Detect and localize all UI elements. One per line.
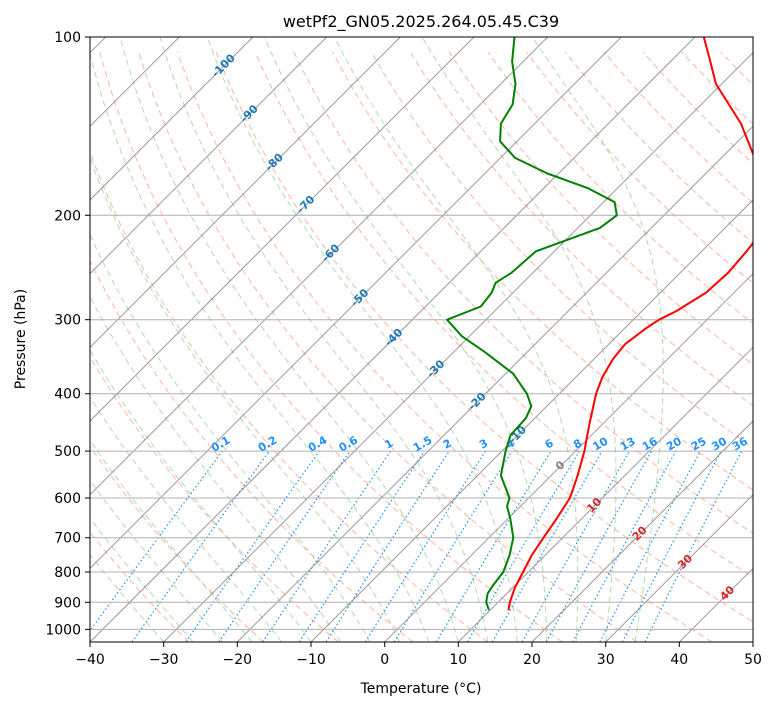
dry-adiabat [409, 51, 753, 407]
x-tick-label: 20 [523, 652, 541, 668]
y-tick-label: 200 [54, 208, 81, 224]
dry-adiabats [90, 51, 753, 642]
y-tick-label: 300 [54, 313, 81, 329]
isotherm [90, 37, 475, 422]
x-tick-label: 10 [449, 652, 467, 668]
dry-adiabat [448, 51, 753, 366]
y-tick-label: 1000 [45, 622, 81, 638]
plot-frame [89, 36, 754, 643]
dry-adiabat [370, 51, 753, 449]
y-tick-label: 900 [54, 595, 81, 611]
moist-adiabat [90, 396, 282, 642]
y-tick-label: 400 [54, 387, 81, 403]
dry-adiabat [90, 150, 488, 642]
isotherm [310, 199, 753, 642]
dewpoint-profile [446, 37, 618, 611]
isotherm [90, 37, 696, 642]
mixing-ratio-line [325, 450, 450, 642]
mixing-ratio-line [262, 450, 392, 642]
isotherm [457, 346, 753, 642]
mixing-ratio-line [185, 450, 320, 642]
isotherm-lines [90, 37, 753, 642]
mixing-ratio-line [572, 450, 677, 642]
y-tick-label: 700 [54, 531, 81, 547]
dry-adiabat [332, 51, 753, 491]
isotherm [236, 125, 753, 642]
y-axis: 100 200 300 400 500 600 700 800 900 1000 [45, 30, 90, 638]
isotherm [90, 37, 401, 349]
background-grid [90, 37, 753, 642]
zero-isotherm [384, 272, 753, 642]
mixing-ratio-line [545, 450, 653, 642]
mixing-ratio-line [644, 450, 743, 642]
isotherm [90, 37, 622, 570]
dry-adiabat [176, 51, 712, 642]
dry-adiabat [293, 51, 753, 534]
moist-adiabat [206, 37, 518, 642]
dry-adiabat [138, 51, 638, 642]
x-tick-label: 0 [380, 652, 389, 668]
x-tick-label: 40 [670, 652, 688, 668]
x-axis: −40 −30 −20 −10 0 10 20 30 40 50 [75, 642, 762, 668]
moist-adiabat [90, 233, 371, 642]
mixing-ratio-line [521, 450, 631, 642]
dry-adiabat [90, 445, 264, 642]
dry-adiabat [487, 51, 753, 325]
isotherm [605, 493, 753, 642]
mixing-ratio-lines [90, 450, 743, 642]
mixing-ratio-line [90, 450, 223, 632]
mixing-ratio-line [131, 450, 270, 642]
moist-adiabat [90, 479, 223, 642]
moist-adiabat [159, 37, 489, 642]
y-tick-label: 500 [54, 444, 81, 460]
isotherm [531, 420, 753, 642]
x-tick-label: −10 [296, 652, 326, 668]
moist-adiabat [90, 439, 253, 642]
y-axis-label: Pressure (hPa) [13, 289, 29, 389]
mixing-ratio-line [393, 450, 513, 642]
dry-adiabat [90, 356, 339, 642]
temperature-profile [507, 37, 753, 611]
moist-adiabat [263, 37, 548, 642]
moist-adiabat [531, 37, 664, 642]
x-tick-label: −20 [223, 652, 253, 668]
isotherm [90, 37, 254, 201]
x-tick-label: 50 [744, 652, 762, 668]
moist-adiabat [90, 517, 194, 642]
y-tick-label: 100 [54, 30, 81, 46]
dry-adiabat [90, 259, 414, 642]
moist-adiabat [90, 295, 341, 642]
dry-adiabat [99, 51, 563, 642]
y-tick-label: 800 [54, 565, 81, 581]
x-tick-label: 30 [597, 652, 615, 668]
moist-adiabat [90, 156, 400, 642]
mixing-ratio-line [218, 450, 351, 642]
dry-adiabat [254, 51, 753, 578]
chart-title: wetPf2_GN05.2025.264.05.45.C39 [283, 12, 559, 32]
moist-adiabat [90, 554, 165, 642]
mixing-ratio-line [298, 450, 425, 642]
moist-adiabat [421, 37, 617, 642]
moist-adiabat [90, 51, 430, 642]
x-axis-label: Temperature (°C) [360, 681, 482, 697]
isotherm [90, 37, 328, 275]
x-tick-label: −40 [75, 652, 105, 668]
isobar-lines [90, 37, 753, 630]
isotherm [90, 37, 549, 496]
y-tick-label: 600 [54, 491, 81, 507]
sounding-profiles [446, 37, 753, 611]
x-tick-label: −30 [149, 652, 179, 668]
dry-adiabat [215, 51, 753, 623]
